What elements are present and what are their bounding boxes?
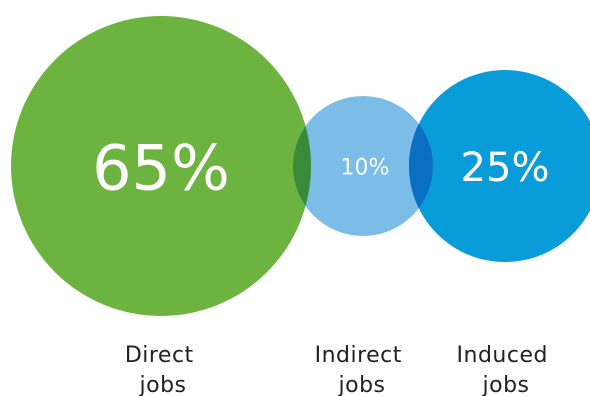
- value-label-induced: 25%: [461, 145, 550, 191]
- value-label-indirect: 10%: [341, 156, 390, 181]
- category-label-indirect-line1: Indirect: [315, 343, 402, 368]
- category-label-indirect-line2: jobs: [338, 373, 386, 396]
- category-label-induced: Induced jobs: [457, 343, 556, 396]
- value-label-direct: 65%: [92, 132, 230, 205]
- category-label-induced-line1: Induced: [457, 343, 548, 368]
- category-label-direct-line1: Direct: [125, 343, 194, 368]
- category-label-indirect: Indirect jobs: [315, 343, 410, 396]
- bubble-indirect-jobs: [293, 96, 433, 236]
- bubble-direct-jobs: [11, 16, 311, 316]
- category-label-induced-line2: jobs: [482, 373, 530, 396]
- category-label-direct-line2: jobs: [139, 373, 187, 396]
- category-label-direct: Direct jobs: [125, 343, 201, 396]
- bubble-induced-jobs: [409, 70, 590, 262]
